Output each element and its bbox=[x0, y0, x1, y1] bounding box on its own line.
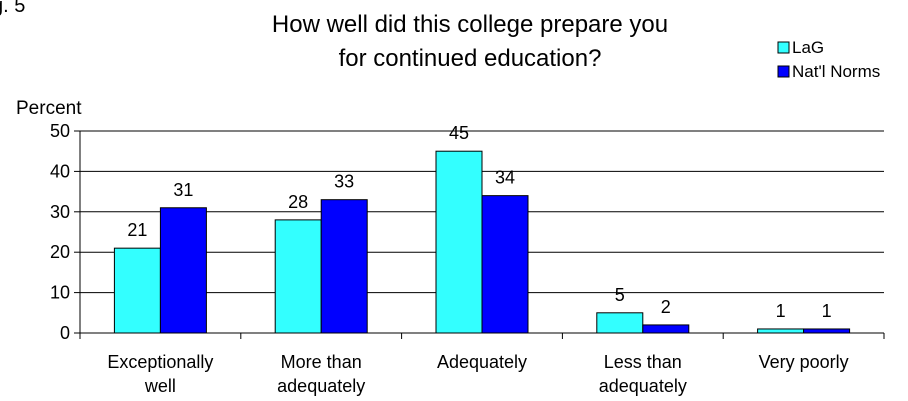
bar-1-4 bbox=[803, 328, 851, 334]
data-label-1-1: 33 bbox=[334, 172, 354, 192]
legend-label-lag: LaG bbox=[792, 38, 824, 57]
bar-1-3 bbox=[642, 324, 690, 334]
figure-label: g. 5 bbox=[0, 0, 25, 17]
legend-swatch-natl-norms bbox=[777, 65, 790, 78]
x-tick-label-4-0: Very poorly bbox=[759, 352, 849, 372]
bar-0-2 bbox=[435, 150, 483, 334]
axes bbox=[79, 131, 884, 334]
chart-title-line-1: How well did this college prepare you bbox=[272, 11, 668, 38]
data-label-0-2: 45 bbox=[449, 123, 469, 143]
x-tick-label-0-1: well bbox=[144, 376, 176, 396]
bar-1-2 bbox=[481, 195, 529, 334]
data-label-0-0: 21 bbox=[127, 220, 147, 240]
bar-0-3 bbox=[596, 312, 644, 334]
bar-1-1 bbox=[320, 199, 368, 334]
bar-0-0 bbox=[113, 247, 161, 334]
x-tick-label-0-0: Exceptionally bbox=[107, 352, 213, 372]
bars bbox=[113, 150, 851, 334]
data-label-1-0: 31 bbox=[173, 180, 193, 200]
y-tick-label-0: 0 bbox=[60, 323, 70, 343]
y-tick-label-5: 50 bbox=[50, 121, 70, 141]
y-tick-label-4: 40 bbox=[50, 161, 70, 181]
y-tick-label-1: 10 bbox=[50, 283, 70, 303]
y-tick-label-3: 30 bbox=[50, 202, 70, 222]
x-tick-label-3-1: adequately bbox=[599, 376, 687, 396]
data-label-0-1: 28 bbox=[288, 192, 308, 212]
bar-0-4 bbox=[757, 328, 805, 334]
y-axis-label: Percent bbox=[16, 98, 82, 119]
x-tick-label-1-0: More than bbox=[281, 352, 362, 372]
data-label-1-3: 2 bbox=[661, 297, 671, 317]
bar-0-1 bbox=[274, 219, 322, 334]
data-label-1-4: 1 bbox=[822, 301, 832, 321]
data-label-1-2: 34 bbox=[495, 168, 515, 188]
y-tick-label-2: 20 bbox=[50, 242, 70, 262]
legend-label-natl-norms: Nat'l Norms bbox=[792, 62, 880, 81]
legend-swatch-lag bbox=[777, 41, 790, 54]
x-axis-ticks: Exceptionally well More than adequately Adeq… bbox=[79, 333, 885, 396]
legend: LaG Nat'l Norms bbox=[777, 38, 880, 81]
data-label-0-3: 5 bbox=[615, 285, 625, 305]
bar-1-0 bbox=[159, 207, 207, 334]
data-label-0-4: 1 bbox=[776, 301, 786, 321]
x-tick-label-1-1: adequately bbox=[277, 376, 365, 396]
x-tick-label-3-0: Less than bbox=[604, 352, 682, 372]
y-axis-ticks: 0 10 20 30 40 50 bbox=[50, 121, 80, 343]
chart-title-line-2: for continued education? bbox=[339, 45, 602, 72]
x-tick-label-2-0: Adequately bbox=[437, 352, 527, 372]
